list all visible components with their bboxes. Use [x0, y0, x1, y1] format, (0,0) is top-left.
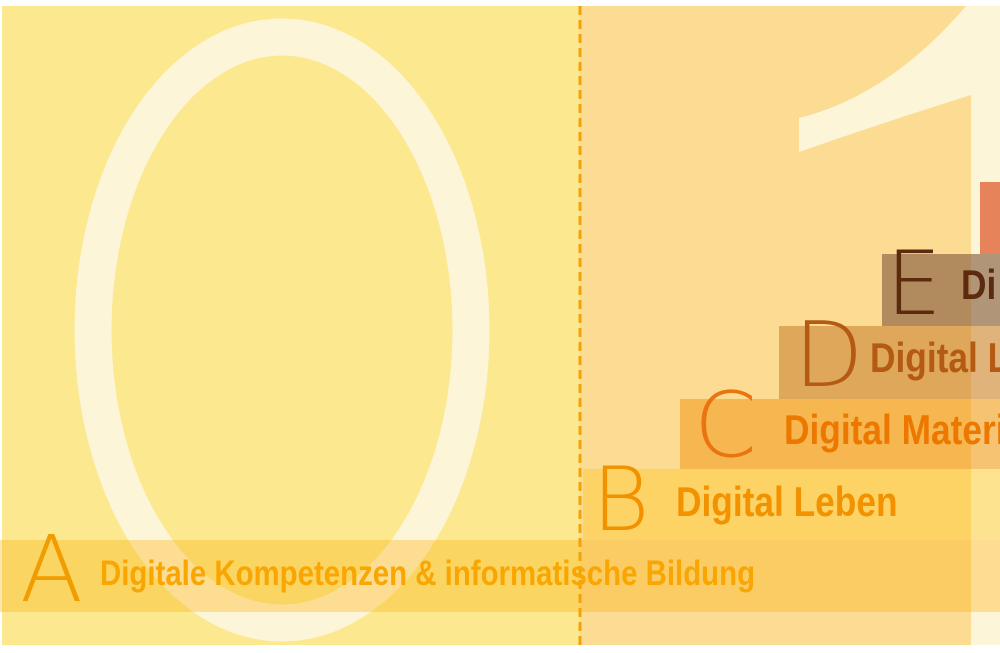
step-d-label: Digital L: [870, 334, 1000, 381]
step-c-letter: C: [694, 373, 757, 478]
step-d-block: [779, 326, 1000, 399]
step-e-block: [882, 254, 1000, 326]
step-a-band: [0, 540, 1000, 612]
digit-one-flag: [799, 6, 971, 152]
step-b-label: Digital Leben: [676, 478, 898, 525]
step-b-letter: B: [592, 448, 650, 551]
step-d-letter: D: [794, 303, 864, 408]
digit-zero-glyph: [74, 18, 490, 642]
step-e-label: Di: [961, 261, 997, 308]
step-a-letter: A: [20, 516, 83, 623]
step-e-letter: E: [886, 232, 942, 335]
step-a-label: Digitale Kompetenzen & informatische Bil…: [100, 554, 756, 593]
step-b-block: [583, 469, 1000, 540]
step-c-block: [680, 399, 1000, 469]
step-f-block: [980, 182, 1000, 254]
step-c-label: Digital Materia: [784, 406, 1000, 453]
